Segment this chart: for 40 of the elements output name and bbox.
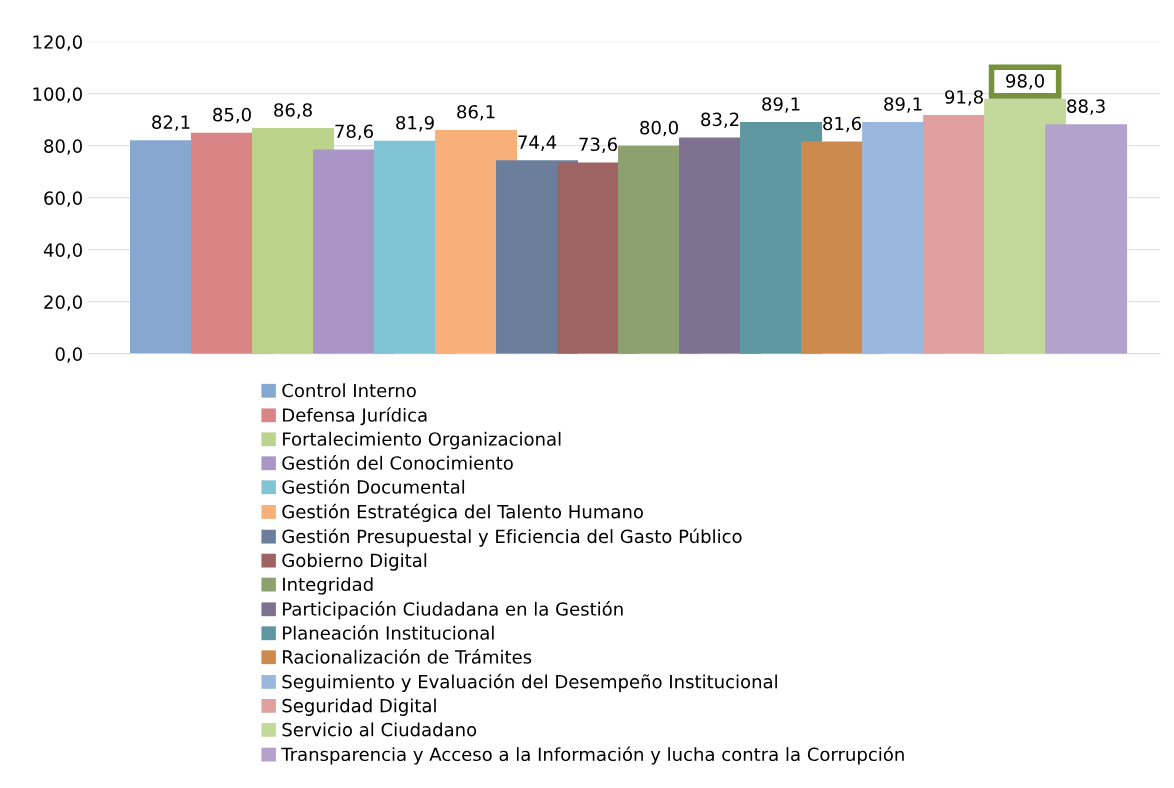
y-tick-label: 80,0 — [44, 139, 82, 155]
legend-label: Participación Ciudadana en la Gestión — [283, 601, 623, 620]
legend-label: Gobierno Digital — [282, 553, 427, 571]
data-label: 83,2 — [701, 112, 739, 128]
legend-label: Gestión Estratégica del Talento Humano — [282, 503, 643, 522]
data-label: 73,6 — [579, 137, 618, 153]
y-tick-label: 60,0 — [44, 191, 82, 207]
legend-label: Seguimiento y Evaluación del Desempeño Institucional — [282, 673, 777, 692]
data-label: 88,3 — [1067, 99, 1105, 115]
data-label: 98,0 — [1006, 74, 1044, 90]
legend-label: Integridad — [283, 577, 373, 595]
y-tick-label: 120,0 — [33, 35, 82, 51]
data-label: 80,0 — [640, 120, 678, 137]
data-label: 89,1 — [884, 97, 922, 113]
legend-label: Gestión Documental — [282, 479, 465, 494]
legend-label: Planeación Institucional — [283, 625, 494, 640]
legend-label: Servicio al Ciudadano — [282, 722, 477, 737]
legend-label: Transparencia y Acceso a la Información y lucha contra la Corrupción — [281, 746, 904, 765]
data-label: 74,4 — [518, 135, 557, 151]
legend-label: Gestión del Conocimiento — [282, 455, 513, 470]
data-label: 78,6 — [335, 124, 373, 140]
y-tick-label: 40,0 — [43, 243, 82, 259]
data-label: 86,8 — [274, 103, 312, 119]
data-label: 91,8 — [945, 90, 983, 106]
data-label: 81,6 — [823, 116, 862, 133]
legend-label: Racionalización de Trámites — [283, 649, 532, 664]
bar — [1045, 124, 1128, 354]
data-label: 82,1 — [152, 115, 190, 131]
legend-label: Fortalecimiento Organizacional — [283, 431, 561, 450]
data-label: 81,9 — [396, 115, 434, 132]
data-label: 86,1 — [457, 104, 495, 121]
data-label: 85,0 — [213, 107, 251, 124]
data-label: 89,1 — [762, 97, 800, 113]
y-tick-label: 100,0 — [33, 87, 82, 103]
legend-label: Control Interno — [282, 383, 416, 398]
y-tick-label: 20,0 — [44, 295, 82, 311]
y-tick-label: 0,0 — [55, 347, 82, 363]
legend-label: Gestión Presupuestal y Eficiencia del Gasto Público — [282, 528, 742, 547]
legend-label: Seguridad Digital — [282, 698, 436, 716]
legend-label: Defensa Jurídica — [283, 407, 427, 426]
